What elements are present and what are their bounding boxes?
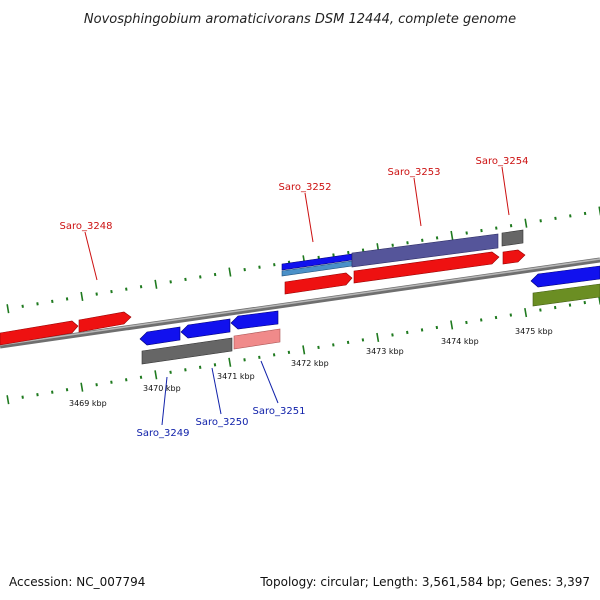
gene-arrow-blue-4[interactable]: [530, 265, 600, 288]
major-tick: [450, 230, 454, 241]
gene-label-saro-3252[interactable]: Saro_3252: [279, 182, 332, 193]
tick-label: 3472 kbp: [291, 359, 329, 368]
leader-line: [211, 367, 222, 415]
gene-arrow-blue-2[interactable]: [180, 318, 231, 339]
tick-label: 3471 kbp: [217, 372, 255, 381]
accession-text: Accession: NC_007794: [9, 575, 145, 589]
leader-line: [501, 166, 510, 216]
major-tick: [524, 307, 528, 318]
reverse-strand-genes: [139, 265, 600, 365]
gene-label-saro-3254[interactable]: Saro_3254: [476, 156, 529, 167]
forward-strand-genes: [0, 229, 526, 346]
upper-tick-track: [6, 206, 600, 314]
major-tick: [302, 345, 306, 355]
major-tick: [154, 370, 158, 380]
gene-arrow-red-3[interactable]: [502, 249, 526, 265]
genome-backbone: [0, 257, 600, 349]
gene-label-saro-3251[interactable]: Saro_3251: [253, 406, 306, 417]
gene-block-green[interactable]: [532, 283, 600, 307]
gene-arrow-saro-3248-b[interactable]: [78, 311, 132, 333]
reverse-gene-labels: Saro_3249 Saro_3250 Saro_3251: [137, 360, 306, 439]
major-tick: [228, 357, 232, 367]
forward-gene-labels: Saro_3248 Saro_3252 Saro_3253 Saro_3254: [60, 156, 529, 281]
tick-label: 3475 kbp: [515, 327, 553, 336]
gene-label-saro-3250[interactable]: Saro_3250: [196, 417, 249, 428]
gene-block-saro-3254-gray[interactable]: [501, 229, 524, 247]
gene-arrow-red-1[interactable]: [284, 272, 353, 295]
genome-backbone-highlight: [0, 258, 600, 346]
gene-block-saro-3253-purple[interactable]: [351, 233, 499, 268]
tick-label: 3470 kbp: [143, 384, 181, 393]
major-tick: [80, 291, 84, 302]
gene-arrow-red-2[interactable]: [353, 251, 500, 284]
lower-tick-track: [6, 295, 600, 405]
major-tick: [80, 382, 84, 392]
leader-line: [84, 231, 98, 281]
tick-label: 3473 kbp: [366, 347, 404, 356]
major-tick: [376, 332, 380, 342]
gene-block-gray[interactable]: [141, 337, 233, 365]
leader-line: [304, 192, 314, 243]
major-tick: [6, 395, 10, 405]
leader-line: [260, 360, 279, 404]
gene-label-saro-3248[interactable]: Saro_3248: [60, 221, 113, 232]
gene-arrow-saro-3248-a[interactable]: [0, 320, 79, 346]
map-title: Novosphingobium aromaticivorans DSM 1244…: [84, 12, 516, 27]
major-tick: [6, 304, 10, 314]
gene-arrow-blue-1[interactable]: [139, 326, 181, 346]
major-tick: [524, 218, 528, 228]
topology-text: Topology: circular; Length: 3,561,584 bp…: [259, 575, 590, 589]
major-tick: [228, 267, 232, 277]
gene-block-pink[interactable]: [233, 328, 281, 350]
tick-label: 3469 kbp: [69, 399, 107, 408]
gene-arrow-blue-3[interactable]: [230, 310, 279, 330]
leader-line: [161, 376, 168, 426]
major-tick: [450, 320, 454, 330]
scale-labels: 3469 kbp 3470 kbp 3471 kbp 3472 kbp 3473…: [69, 327, 553, 408]
tick-label: 3474 kbp: [441, 337, 479, 346]
major-tick: [154, 279, 158, 289]
gene-label-saro-3253[interactable]: Saro_3253: [388, 167, 441, 178]
leader-line: [413, 177, 422, 227]
gene-label-saro-3249[interactable]: Saro_3249: [137, 428, 190, 439]
